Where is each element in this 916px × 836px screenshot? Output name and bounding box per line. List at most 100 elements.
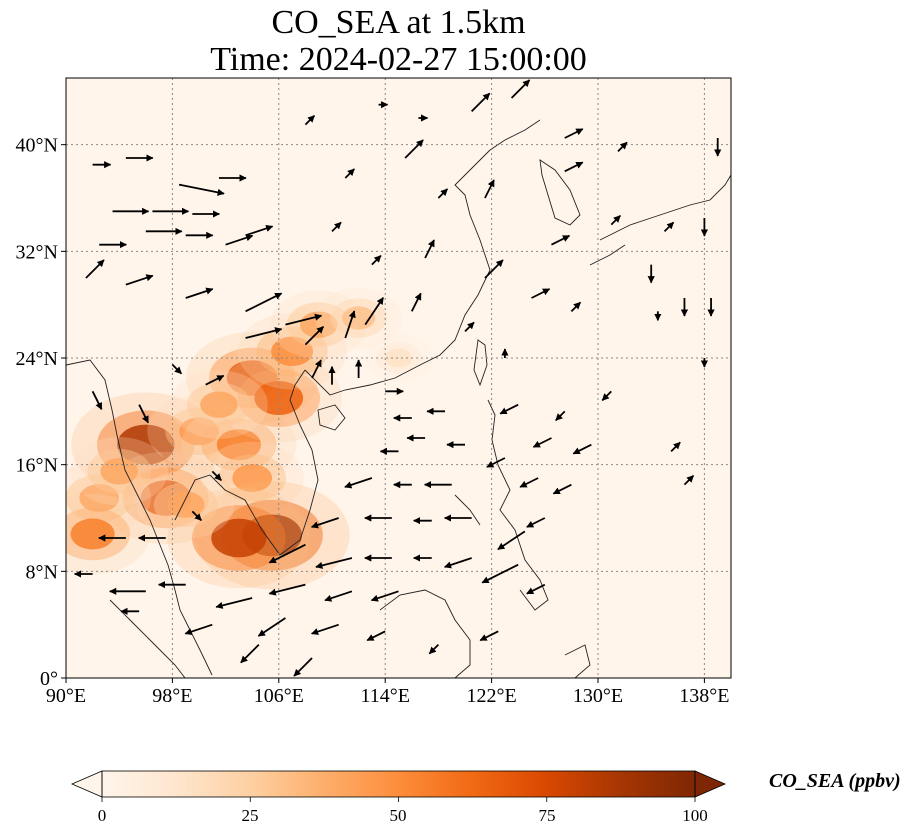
colorbar-tick-label: 75: [538, 806, 556, 825]
coastline-japan: [599, 174, 731, 241]
wind-arrow: [211, 470, 222, 481]
wind-arrow: [184, 623, 213, 636]
wind-arrow: [551, 234, 571, 246]
longitude-tick-label: 106°E: [254, 685, 304, 707]
wind-arrow: [257, 617, 286, 637]
coastline-borneo: [379, 589, 471, 678]
co-plume: [232, 464, 273, 492]
map-frame: [65, 77, 732, 679]
map-title: CO_SEA at 1.5km: [271, 4, 526, 41]
wind-arrow: [304, 115, 316, 126]
wind-arrow: [324, 590, 353, 602]
wind-arrow: [510, 79, 531, 99]
wind-arrow: [315, 557, 353, 569]
wind-arrow: [310, 623, 339, 636]
wind-arrow: [366, 630, 386, 642]
latitude-axis: 0° 8°N 16°N 24°N 32°N 40°N: [16, 135, 66, 690]
co-plume: [166, 491, 205, 518]
longitude-tick-label: 130°E: [573, 685, 623, 707]
wind-arrow: [91, 390, 103, 410]
wind-arrow: [245, 292, 283, 313]
colorbar-title: CO_SEA (ppbv): [769, 770, 901, 792]
co-concentration-plumes: [66, 287, 434, 590]
colorbar-tick-label: 50: [389, 806, 407, 825]
wind-arrow: [564, 161, 584, 173]
wind-arrow: [572, 443, 592, 455]
wind-arrow: [191, 510, 202, 521]
coastline-palawan: [454, 494, 481, 526]
wind-arrow: [617, 141, 628, 152]
co-plume: [117, 424, 175, 465]
wind-arrow: [428, 644, 440, 655]
wind-arrow: [479, 630, 499, 642]
coastline-indochina: [174, 369, 319, 556]
coastline-sulawesi: [564, 644, 591, 678]
wind-arrow: [484, 259, 504, 279]
wind-arrow: [471, 92, 491, 112]
co-plume: [211, 518, 267, 558]
longitude-tick-label: 138°E: [679, 685, 729, 707]
latitude-tick-label: 8°N: [26, 561, 58, 583]
wind-arrow: [364, 297, 384, 326]
wind-arrow: [310, 517, 339, 529]
longitude-tick-label: 98°E: [152, 685, 192, 707]
concentration-field-background: [66, 78, 731, 678]
wind-arrow: [484, 179, 495, 199]
colorbar-gradient: [102, 771, 695, 797]
wind-arrow: [526, 517, 546, 528]
coastline-taiwan: [473, 339, 488, 387]
wind-arrow: [532, 437, 552, 448]
wind-arrow: [344, 310, 356, 339]
map-time-subtitle: Time: 2024-02-27 15:00:00: [210, 41, 587, 78]
wind-arrow: [85, 259, 105, 279]
colorbar-extend-high: [694, 770, 727, 798]
wind-arrow: [268, 543, 306, 564]
wind-arrow: [178, 183, 225, 196]
wind-arrow: [268, 583, 306, 596]
wind-arrow: [311, 359, 322, 379]
colorbar: [70, 770, 727, 802]
wind-arrow: [486, 457, 506, 468]
wind-arrow: [331, 221, 342, 232]
co-plume: [79, 484, 120, 512]
wind-arrow: [670, 441, 681, 452]
colorbar-tick-label: 0: [97, 806, 107, 825]
co-plume: [100, 458, 138, 485]
colorbar-tick-label: 100: [682, 806, 708, 825]
wind-arrow: [344, 477, 373, 489]
co-plume: [271, 336, 314, 367]
longitude-tick-label: 122°E: [466, 685, 516, 707]
coastline-china: [304, 119, 541, 396]
co-plume: [216, 429, 261, 461]
coastlines: [66, 119, 731, 678]
coastline-kyushu: [589, 244, 626, 266]
colorbar-tick-label: 25: [241, 806, 259, 825]
wind-arrow: [240, 644, 260, 664]
latitude-tick-label: 16°N: [16, 455, 58, 477]
wind-arrow: [225, 234, 254, 246]
wind-arrow: [285, 313, 323, 326]
colorbar-extend-low: [70, 770, 103, 798]
wind-arrow: [519, 477, 539, 488]
wind-arrow: [683, 475, 695, 486]
wind-arrow: [663, 221, 675, 232]
wind-arrow: [245, 224, 274, 237]
longitude-tick-label: 90°E: [46, 685, 86, 707]
wind-arrow: [371, 255, 382, 266]
longitude-axis: 90°E 98°E 106°E 114°E 122°E 130°E 138°E: [46, 678, 730, 707]
wind-arrow: [245, 327, 283, 339]
wind-arrow: [610, 215, 621, 226]
colorbar-ticks: [101, 797, 696, 802]
wind-arrow: [443, 557, 472, 569]
latitude-tick-label: 40°N: [16, 135, 58, 157]
latitude-tick-label: 0°: [40, 668, 58, 690]
wind-arrow: [344, 168, 355, 179]
wind-arrow: [404, 139, 424, 159]
latitude-tick-label: 32°N: [16, 241, 58, 263]
latitude-tick-label: 24°N: [16, 348, 58, 370]
wind-arrow: [601, 390, 612, 401]
wind-arrow: [205, 374, 225, 386]
co-plume: [385, 348, 412, 368]
wind-arrow: [570, 301, 582, 312]
